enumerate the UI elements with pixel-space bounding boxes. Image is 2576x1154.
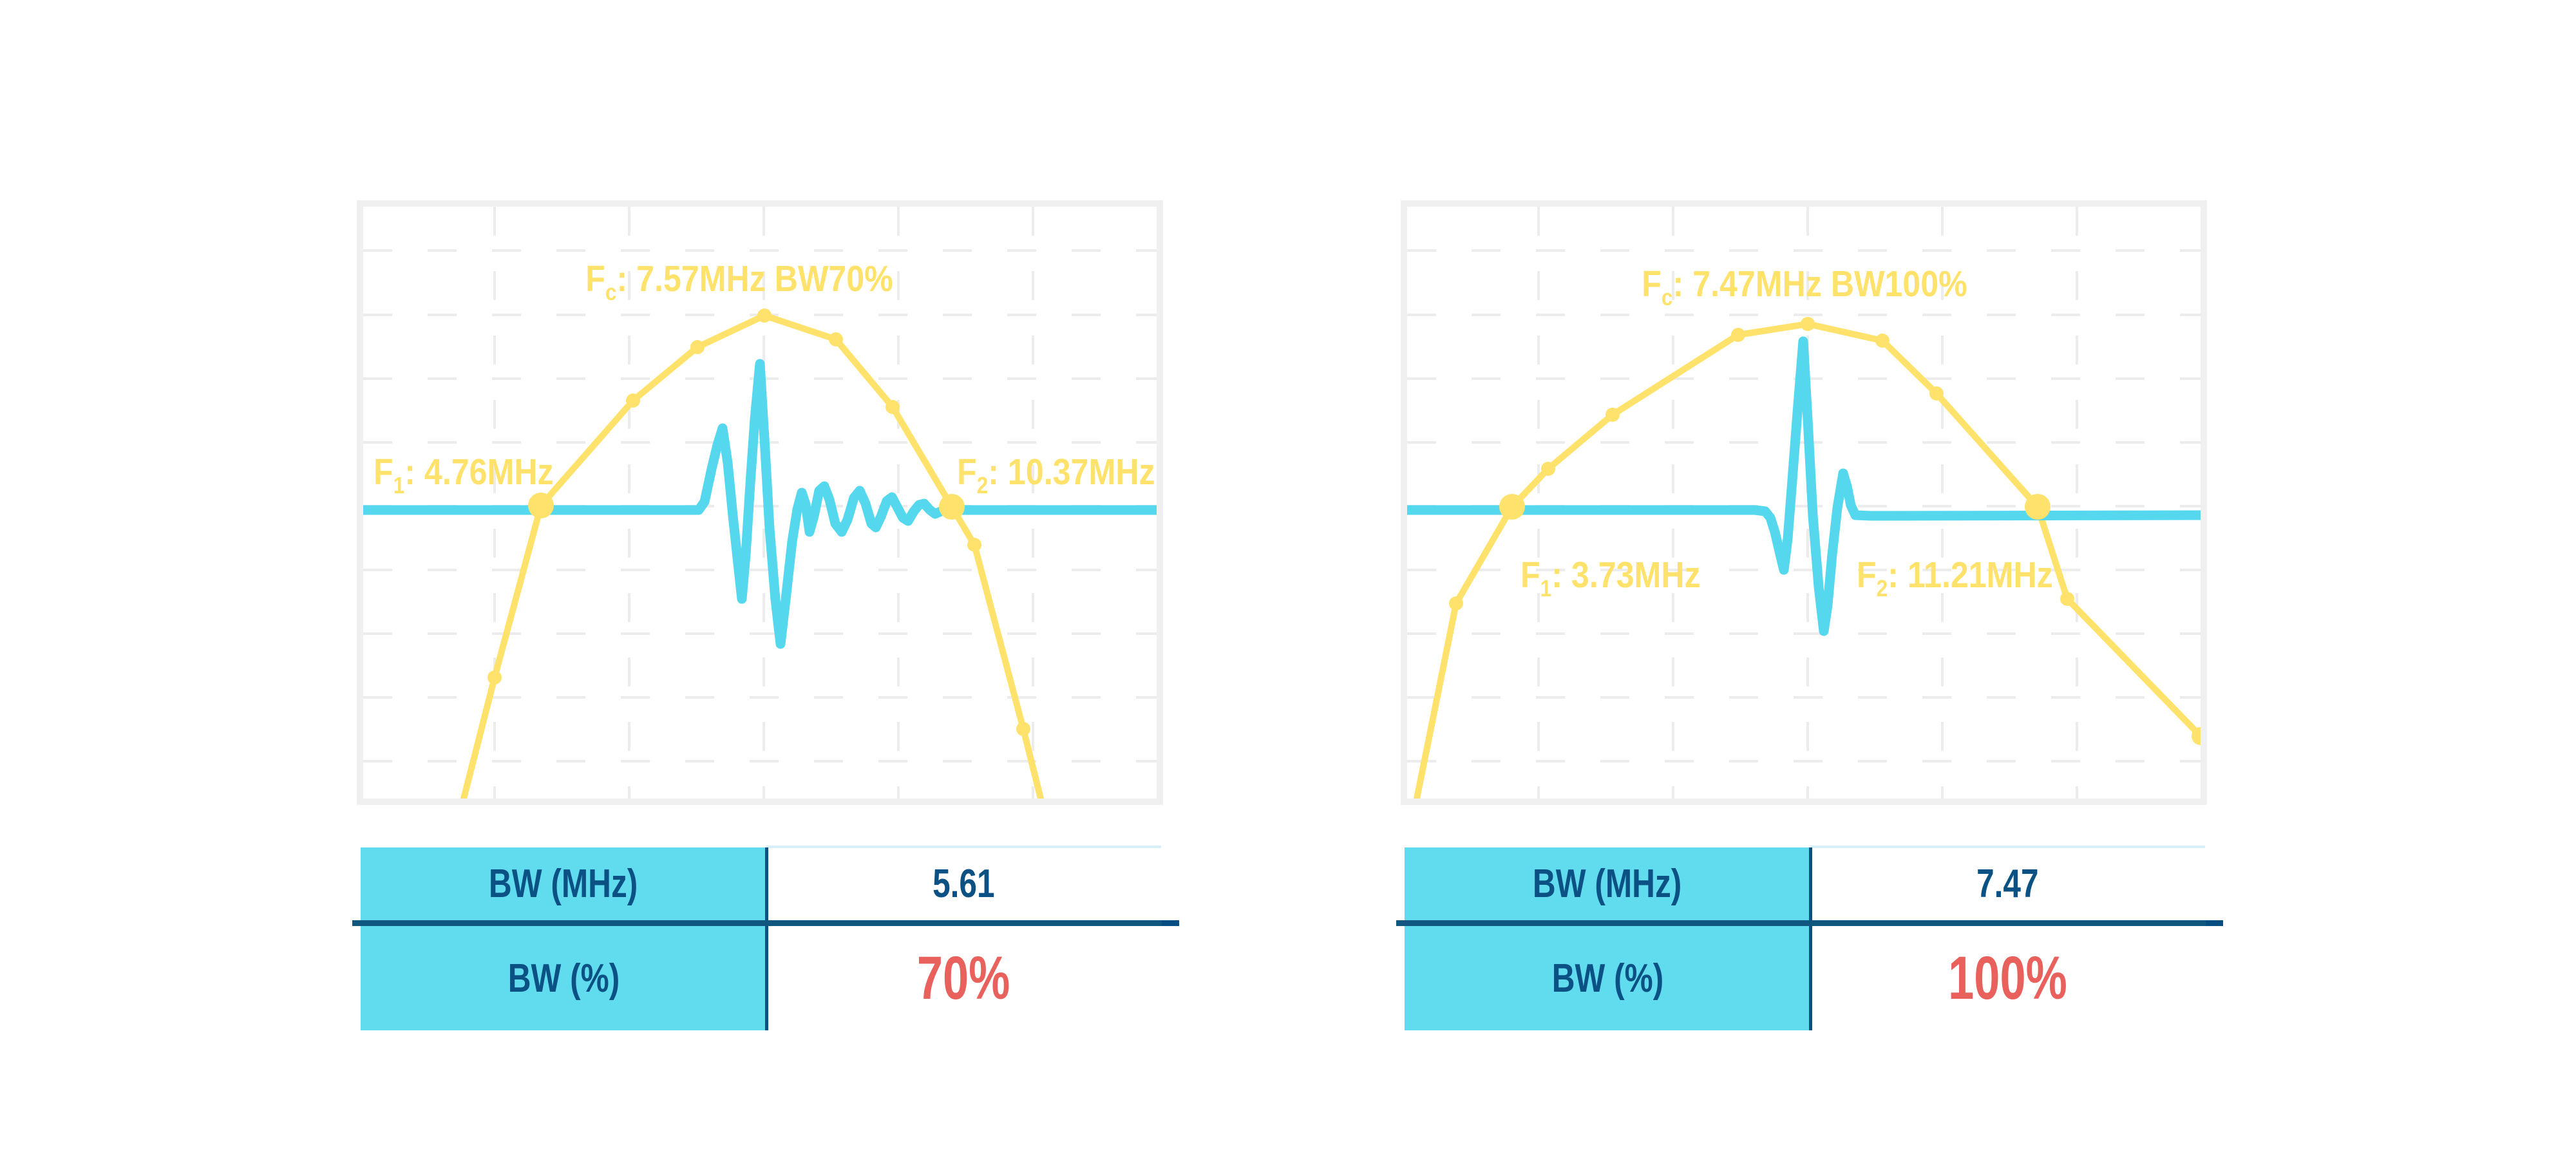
f1-annotation-right: F1: 3.73MHz	[1520, 557, 1725, 600]
f2-prefix: F	[1857, 554, 1877, 596]
f2-annotation-left: F2: 10.37MHz	[957, 454, 1182, 497]
spectrum-marker-dot	[757, 308, 772, 323]
row-divider-line	[1396, 920, 2206, 926]
spectrum-marker-dot	[690, 340, 705, 354]
fc-annotation-left: Fc: 7.57MHz BW70%	[565, 261, 914, 304]
f2-subscript: 2	[976, 472, 989, 498]
spectrum-marker-dot	[1449, 596, 1463, 610]
f2-subscript: 2	[1876, 575, 1888, 601]
fc-text: : 7.57MHz BW70%	[616, 258, 893, 299]
spectrum-marker-dot	[626, 393, 640, 408]
spectrum-marker-dot	[2192, 727, 2201, 745]
value-column-topline	[1810, 846, 2205, 848]
fc-annotation-right: Fc: 7.47MHz BW100%	[1620, 266, 1989, 309]
spectrum-marker-dot	[528, 493, 554, 518]
bw-percent-label: BW (%)	[1551, 956, 1663, 1001]
spectrum-marker-dot	[1016, 722, 1030, 736]
bw-table-header-column: BW (MHz) BW (%)	[1405, 847, 1810, 1030]
spectrum-marker-dot	[886, 400, 900, 414]
fc-prefix: F	[585, 258, 605, 299]
f1-text: : 4.76MHz	[404, 451, 554, 493]
spectrum-marker-dot	[1605, 408, 1620, 422]
fc-subscript: c	[1661, 284, 1673, 310]
spectrum-envelope-line	[1414, 321, 2201, 799]
spectrum-panel-left: Fc: 7.57MHz BW70% F1: 4.76MHz F2: 10.37M…	[357, 200, 1163, 805]
row-divider-end	[2206, 920, 2223, 926]
bw-table-header-column: BW (MHz) BW (%)	[361, 847, 766, 1030]
spectrum-marker-dot	[829, 332, 843, 346]
f1-prefix: F	[1520, 554, 1540, 596]
row-divider-line	[352, 920, 1162, 926]
spectrum-panel-right: Fc: 7.47MHz BW100% F1: 3.73MHz F2: 11.21…	[1401, 200, 2207, 805]
bw-percent-value: 100%	[1948, 943, 2067, 1012]
spectrum-chart-left	[363, 207, 1157, 799]
spectrum-marker-dot	[967, 538, 981, 552]
fc-prefix: F	[1642, 263, 1662, 305]
rf-pulse-waveform-line	[1407, 336, 2201, 636]
rf-pulse-waveform-line	[363, 359, 1157, 649]
spectrum-marker-dot	[2025, 494, 2050, 520]
spectrum-marker-dot	[1801, 317, 1815, 331]
spectrum-chart-right	[1407, 207, 2201, 799]
column-divider-line	[765, 847, 768, 1030]
fc-subscript: c	[605, 279, 617, 305]
spectrum-marker-dot	[1929, 386, 1944, 401]
f1-text: : 3.73MHz	[1551, 554, 1701, 596]
spectrum-marker-dot	[939, 494, 965, 520]
value-column-topline	[766, 846, 1161, 848]
f1-prefix: F	[374, 451, 393, 493]
bw-mhz-label: BW (MHz)	[489, 862, 638, 906]
spectrum-marker-dot	[1731, 328, 1745, 342]
bw-percent-label: BW (%)	[507, 956, 620, 1001]
spectrum-marker-dot	[1875, 334, 1889, 348]
f2-prefix: F	[957, 451, 977, 493]
f2-text: : 11.21MHz	[1888, 554, 2053, 596]
fc-text: : 7.47MHz BW100%	[1672, 263, 1967, 305]
f1-subscript: 1	[393, 472, 405, 498]
bw-table-right: BW (MHz) BW (%) 7.47 100%	[1396, 846, 2223, 1030]
spectrum-marker-dot	[1499, 494, 1525, 520]
bw-table-left: BW (MHz) BW (%) 5.61 70%	[352, 846, 1179, 1030]
f2-text: : 10.37MHz	[988, 451, 1155, 493]
f1-annotation-left: F1: 4.76MHz	[374, 454, 578, 497]
bw-mhz-value: 7.47	[1976, 862, 2039, 906]
f2-annotation-right: F2: 11.21MHz	[1857, 557, 2079, 600]
spectrum-envelope-line	[460, 312, 1044, 799]
bw-percent-value: 70%	[917, 943, 1010, 1012]
bw-mhz-label: BW (MHz)	[1533, 862, 1682, 906]
spectrum-marker-dot	[1541, 462, 1555, 476]
spectrum-marker-dot	[2060, 592, 2074, 606]
column-divider-line	[1809, 847, 1812, 1030]
spectrum-marker-dot	[488, 670, 502, 685]
f1-subscript: 1	[1540, 575, 1552, 601]
row-divider-end	[1162, 920, 1179, 926]
bw-mhz-value: 5.61	[933, 862, 995, 906]
